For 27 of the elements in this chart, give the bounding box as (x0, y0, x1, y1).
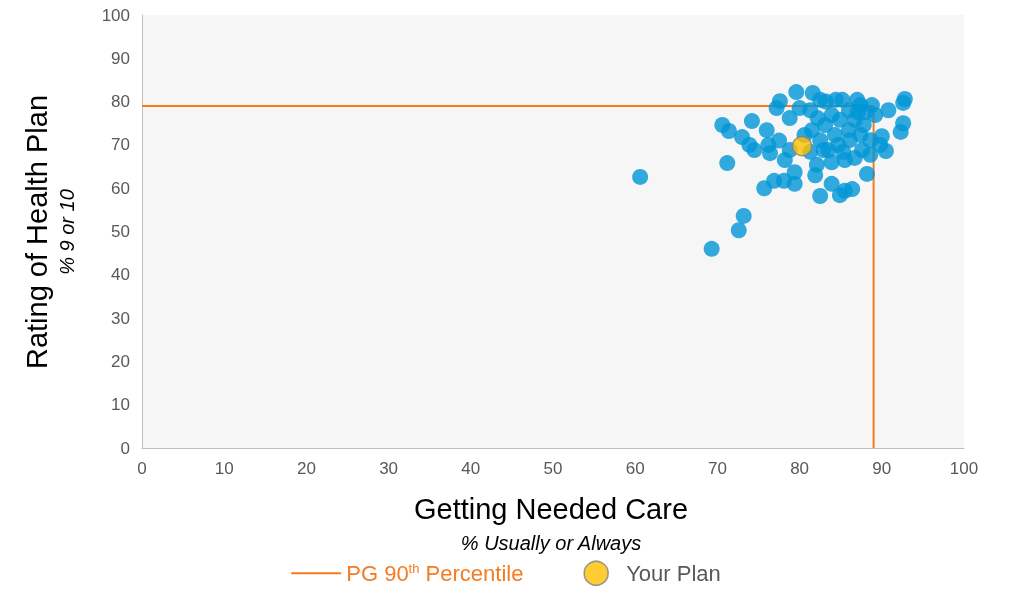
y-tick-label: 60 (111, 178, 130, 198)
x-tick-label: 40 (461, 459, 481, 478)
x-tick-label: 70 (707, 459, 727, 478)
x-tick-label: 100 (949, 459, 979, 478)
y-axis-title: Rating of Health Plan (20, 94, 53, 370)
x-axis-title: Getting Needed Care (413, 492, 689, 525)
x-tick-label: 50 (543, 459, 563, 478)
x-tick-label: 30 (379, 459, 399, 478)
legend-label: Your Plan (626, 560, 721, 586)
y-tick-label: 30 (111, 308, 130, 328)
x-tick-label: 0 (137, 459, 147, 478)
x-tick-label: 10 (214, 459, 234, 478)
text: % Usually or Always (460, 532, 642, 554)
y-tick-label: 80 (111, 92, 130, 112)
y-tick-label: 100 (101, 5, 130, 25)
text: % 9 or 10 (56, 189, 78, 275)
y-tick-label: 0 (120, 438, 130, 458)
x-tick-label: 90 (872, 459, 892, 478)
y-tick-label: 70 (111, 135, 130, 155)
x-tick-label: 60 (625, 459, 645, 478)
x-tick-label: 20 (296, 459, 316, 478)
y-tick-label: 50 (111, 222, 130, 241)
y-tick-label: 90 (111, 48, 130, 68)
y-tick-label: 40 (111, 265, 130, 285)
y-tick-label: 10 (111, 395, 130, 415)
y-tick-label: 20 (111, 351, 130, 371)
x-tick-label: 80 (790, 459, 810, 478)
